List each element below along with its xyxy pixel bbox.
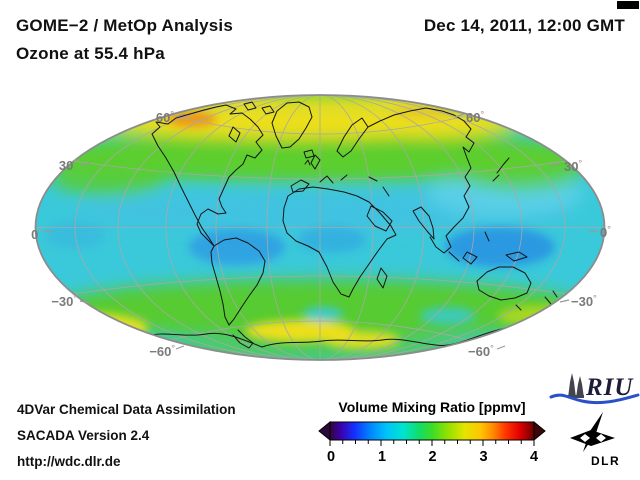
lat-labels: 60° 60° 30° 30° 0° 0° −30° −30° −60° −60…	[31, 109, 611, 359]
lat-ticks	[44, 113, 598, 350]
dlr-logo: DLR	[570, 412, 620, 468]
lat-label-30n-right: 30°	[564, 158, 582, 174]
page-title: GOME−2 / MetOp Analysis	[16, 16, 234, 35]
colorbar-gradient	[329, 421, 535, 441]
riu-logo: RIU	[549, 373, 640, 405]
dlr-bird-icon	[570, 412, 615, 452]
colorbar-tick-3: 3	[479, 449, 487, 465]
lat-label-30s-left: −30°	[51, 293, 77, 309]
lat-label-30s-right: −30°	[571, 293, 597, 309]
colorbar-right-arrow	[533, 420, 546, 442]
riu-logo-text: RIU	[585, 374, 634, 401]
page-subtitle: Ozone at 55.4 hPa	[16, 44, 165, 63]
colorbar-left-arrow	[318, 420, 331, 442]
colorbar-tick-1: 1	[378, 449, 386, 465]
colorbar-tick-2: 2	[428, 449, 436, 465]
lat-label-60s-left: −60°	[149, 343, 175, 359]
footer-line-assimilation: 4DVar Chemical Data Assimilation	[17, 402, 236, 417]
colorbar-tick-4: 4	[530, 449, 538, 465]
corner-mark	[617, 1, 639, 9]
cathedral-icon	[568, 373, 584, 398]
footer-line-version: SACADA Version 2.4	[17, 428, 150, 443]
colorbar-title: Volume Mixing Ratio [ppmv]	[338, 399, 526, 415]
lat-label-60n-left: 60°	[156, 109, 174, 125]
datetime-label: Dec 14, 2011, 12:00 GMT	[423, 16, 625, 35]
dlr-logo-text: DLR	[591, 454, 620, 468]
lat-label-eq-right: 0°	[600, 224, 611, 240]
colorbar-ticks	[329, 440, 535, 446]
lat-label-30n-left: 30°	[59, 157, 77, 173]
coastlines	[141, 101, 558, 349]
riu-swoosh	[549, 393, 640, 405]
colorbar: 0 1 2 3 4	[318, 420, 546, 465]
footer-line-url: http://wdc.dlr.de	[17, 454, 121, 469]
lat-label-60n-right: 60°	[466, 109, 484, 125]
graticule	[35, 95, 605, 360]
map-outline	[34, 94, 606, 361]
lat-label-60s-right: −60°	[468, 343, 494, 359]
colorbar-tick-0: 0	[327, 449, 335, 465]
lat-label-eq-left: 0°	[31, 226, 42, 242]
